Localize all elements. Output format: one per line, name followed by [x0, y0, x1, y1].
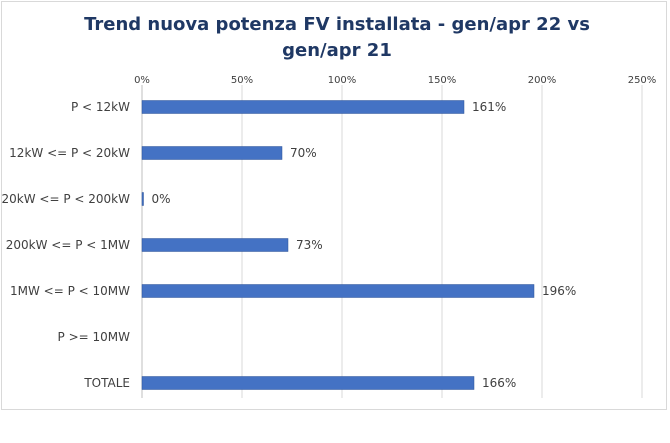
category-label: 12kW <= P < 20kW: [9, 146, 130, 160]
x-tick-label: 150%: [428, 75, 457, 86]
gridlines: [141, 85, 643, 398]
data-label: 70%: [290, 146, 317, 160]
data-label: 0%: [152, 192, 171, 206]
x-tick-label: 250%: [628, 75, 657, 86]
category-label: P >= 10MW: [58, 330, 131, 344]
bar: [141, 376, 475, 390]
bar: [141, 284, 535, 298]
data-label: 166%: [482, 376, 516, 390]
bar: [141, 192, 144, 206]
category-label: 200kW <= P < 1MW: [6, 238, 130, 252]
bar: [141, 238, 289, 252]
x-tick-labels: 0% 50% 100% 150% 200% 250%: [134, 75, 656, 86]
category-label: TOTALE: [83, 376, 130, 390]
data-label: 196%: [542, 284, 576, 298]
chart-frame: Trend nuova potenza FV installata - gen/…: [1, 1, 667, 410]
data-labels: 161% 70% 0% 73% 196% 166%: [152, 100, 577, 390]
x-tick-label: 0%: [134, 75, 150, 86]
chart-title: Trend nuova potenza FV installata - gen/…: [84, 14, 590, 61]
category-label: 1MW <= P < 10MW: [10, 284, 130, 298]
x-tick-label: 50%: [231, 75, 253, 86]
data-label: 73%: [296, 238, 323, 252]
x-tick-label: 100%: [328, 75, 357, 86]
category-labels: P < 12kW 12kW <= P < 20kW 20kW <= P < 200k…: [2, 100, 131, 390]
x-tick-label: 200%: [528, 75, 557, 86]
bar: [141, 100, 465, 114]
bars: [141, 100, 535, 390]
category-label: P < 12kW: [71, 100, 130, 114]
data-label: 161%: [472, 100, 506, 114]
bar: [141, 146, 283, 160]
category-label: 20kW <= P < 200kW: [2, 192, 131, 206]
